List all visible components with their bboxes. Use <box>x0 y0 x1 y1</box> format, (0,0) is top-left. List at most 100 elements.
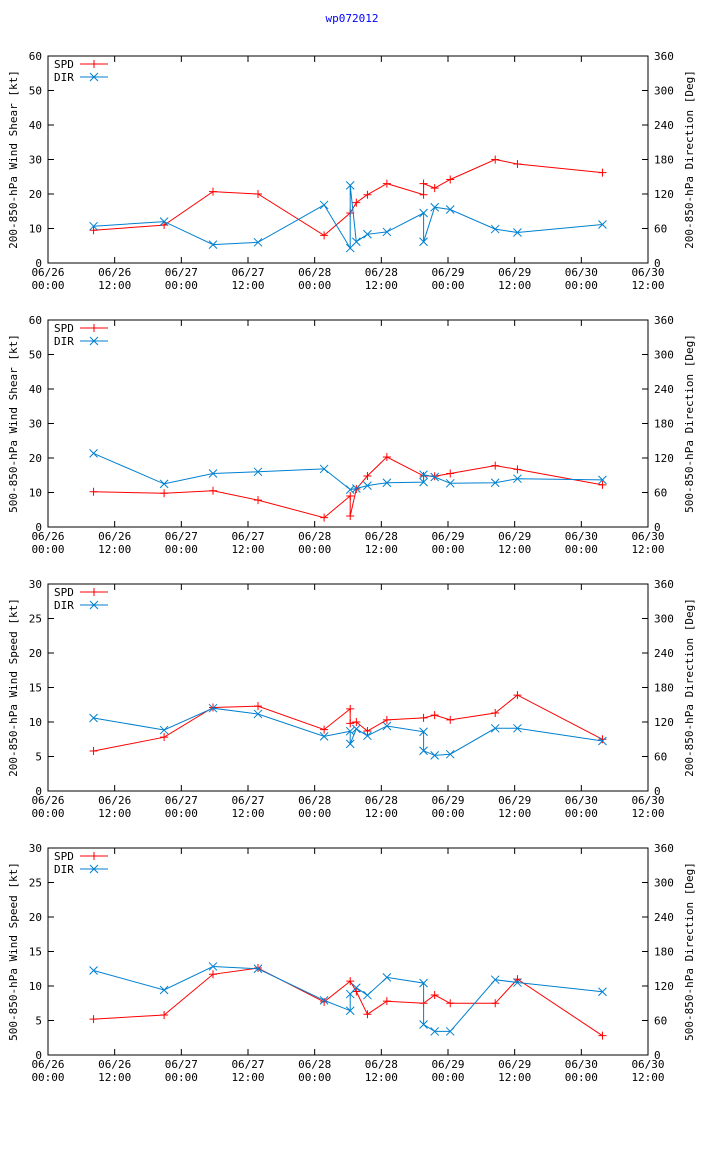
data-point-dir <box>363 990 372 1000</box>
data-point-dir <box>430 1027 440 1036</box>
x-tick-time-label: 00:00 <box>565 807 598 820</box>
data-point-dir <box>430 472 440 482</box>
data-point-spd <box>160 489 169 498</box>
x-tick-time-label: 12:00 <box>231 543 264 556</box>
page-title: wp072012 <box>325 12 379 25</box>
x-tick-time-label: 12:00 <box>498 807 531 820</box>
data-point-dir <box>159 985 169 995</box>
y-tick-label: 20 <box>29 911 42 924</box>
chart-panel-3: 05101520253006012018024030036006/2600:00… <box>7 578 696 820</box>
y-tick-label: 10 <box>29 487 42 500</box>
legend-label-spd: SPD <box>54 322 74 335</box>
y-tick-label: 5 <box>35 1015 42 1028</box>
y2-tick-label: 300 <box>654 85 674 98</box>
data-point-spd <box>598 735 607 744</box>
legend-marker-spd <box>90 60 98 68</box>
x-tick-date-label: 06/27 <box>231 1058 264 1071</box>
x-tick-date-label: 06/27 <box>165 530 198 543</box>
y2-tick-label: 180 <box>654 946 674 959</box>
y-tick-label: 0 <box>35 785 42 798</box>
chart-panel-4: 05101520253006012018024030036006/2600:00… <box>7 842 696 1084</box>
x-tick-time-label: 00:00 <box>565 543 598 556</box>
series-line-spd <box>93 158 603 237</box>
plot-frame <box>47 847 649 1056</box>
x-tick-date-label: 06/26 <box>98 266 131 279</box>
x-tick-time-label: 12:00 <box>631 807 664 820</box>
x-tick-time-label: 00:00 <box>431 1071 464 1084</box>
series-line-dir <box>93 707 603 756</box>
x-tick-time-label: 12:00 <box>98 1071 131 1084</box>
data-point-dir <box>319 200 329 210</box>
data-point-spd <box>209 187 217 196</box>
legend-label-dir: DIR <box>54 599 74 612</box>
x-tick-time-label: 00:00 <box>165 807 198 820</box>
x-tick-date-label: 06/27 <box>231 794 264 807</box>
data-point-dir <box>89 449 98 458</box>
data-point-spd <box>352 987 361 996</box>
data-point-spd <box>363 1010 372 1019</box>
data-point-spd <box>352 198 361 207</box>
y-tick-label: 10 <box>29 716 42 729</box>
data-point-spd <box>491 999 500 1008</box>
data-point-dir <box>351 983 361 993</box>
y2-axis-title: 500-850-hPa Direction [Deg] <box>683 334 696 513</box>
data-point-spd <box>513 465 522 474</box>
data-point-dir <box>445 205 455 214</box>
y-axis-title: 500-850-hPa Wind Shear [kt] <box>7 334 20 513</box>
y-tick-label: 50 <box>29 349 42 362</box>
y2-tick-label: 60 <box>654 487 667 500</box>
data-point-spd <box>346 511 355 520</box>
data-point-dir <box>490 975 500 985</box>
data-point-spd <box>363 726 372 735</box>
chart-panel-1: 010203040506006012018024030036006/2600:0… <box>7 50 696 292</box>
y2-tick-label: 120 <box>654 452 674 465</box>
data-point-spd <box>346 491 355 500</box>
data-point-dir <box>490 723 500 733</box>
data-point-spd <box>446 175 455 184</box>
y-tick-label: 30 <box>29 154 42 167</box>
y2-tick-label: 0 <box>654 1049 661 1062</box>
data-point-dir <box>351 484 361 493</box>
x-tick-time-label: 12:00 <box>498 279 531 292</box>
x-tick-date-label: 06/30 <box>565 266 598 279</box>
x-tick-date-label: 06/26 <box>98 1058 131 1071</box>
x-tick-time-label: 00:00 <box>31 807 64 820</box>
x-tick-date-label: 06/27 <box>231 266 264 279</box>
x-tick-date-label: 06/27 <box>165 266 198 279</box>
x-tick-date-label: 06/26 <box>98 794 131 807</box>
data-point-spd <box>89 226 98 235</box>
data-point-spd <box>430 990 439 999</box>
data-point-spd <box>513 975 522 984</box>
data-point-spd <box>209 970 217 979</box>
x-tick-date-label: 06/29 <box>498 794 531 807</box>
legend-marker-dir <box>89 600 99 610</box>
data-point-spd <box>209 486 217 495</box>
legend-marker-spd <box>90 324 98 332</box>
y-tick-label: 30 <box>29 842 42 855</box>
data-point-dir <box>419 477 428 487</box>
legend-label-dir: DIR <box>54 71 74 84</box>
x-tick-date-label: 06/30 <box>565 530 598 543</box>
y2-axis-title: 500-850-hPa Direction [Deg] <box>683 862 696 1041</box>
x-tick-time-label: 00:00 <box>298 279 331 292</box>
data-point-spd <box>352 718 361 726</box>
x-tick-date-label: 06/27 <box>231 530 264 543</box>
data-point-spd <box>160 1010 169 1019</box>
data-point-dir <box>382 227 392 237</box>
x-tick-date-label: 06/27 <box>165 794 198 807</box>
x-tick-time-label: 00:00 <box>431 543 464 556</box>
x-tick-time-label: 00:00 <box>31 279 64 292</box>
data-point-spd <box>320 725 329 734</box>
x-tick-time-label: 12:00 <box>631 279 664 292</box>
x-tick-date-label: 06/28 <box>298 530 331 543</box>
x-tick-time-label: 12:00 <box>98 807 131 820</box>
data-point-dir <box>319 464 329 474</box>
y2-axis-title: 200-850-hPa Direction [Deg] <box>683 598 696 777</box>
y2-tick-label: 360 <box>654 578 674 591</box>
x-tick-time-label: 00:00 <box>165 1071 198 1084</box>
data-point-dir <box>351 724 361 734</box>
x-tick-date-label: 06/28 <box>298 1058 331 1071</box>
data-point-dir <box>419 237 428 247</box>
x-tick-time-label: 12:00 <box>498 1071 531 1084</box>
x-tick-time-label: 12:00 <box>365 1071 398 1084</box>
